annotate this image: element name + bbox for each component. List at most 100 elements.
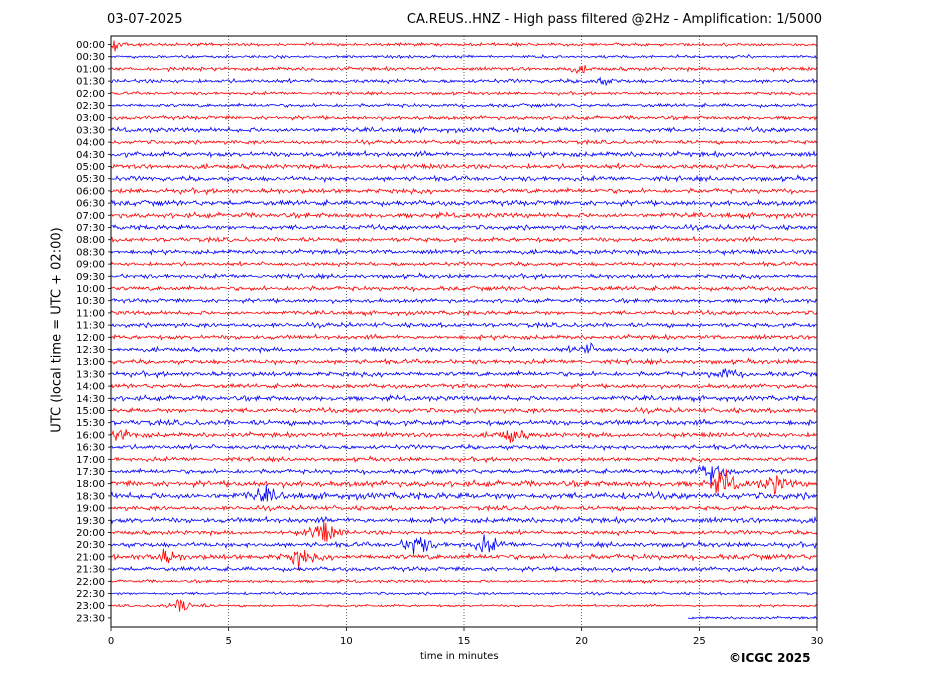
x-axis-label: time in minutes — [420, 651, 499, 662]
y-tick-label: 14:30 — [76, 394, 105, 405]
y-tick-label: 05:00 — [76, 162, 105, 173]
y-tick-label: 23:30 — [76, 613, 105, 624]
y-tick-label: 17:00 — [76, 455, 105, 466]
trace-0000 — [110, 40, 818, 52]
trace-1730 — [110, 464, 818, 485]
grid-lines — [228, 36, 700, 627]
y-tick-label: 10:00 — [76, 284, 105, 295]
y-tick-label: 10:30 — [76, 296, 105, 307]
trace-1700 — [110, 455, 818, 464]
trace-0130 — [110, 76, 818, 86]
y-tick-label: 07:30 — [76, 223, 105, 234]
y-tick-label: 09:00 — [76, 260, 105, 271]
trace-2100 — [110, 548, 818, 571]
trace-0730 — [110, 223, 818, 232]
trace-2300 — [110, 599, 818, 612]
trace-2030 — [110, 534, 818, 555]
y-tick-label: 02:00 — [76, 89, 105, 100]
trace-1530 — [110, 417, 818, 427]
trace-1330 — [110, 368, 818, 379]
y-tick-label: 06:30 — [76, 199, 105, 210]
y-tick-label: 13:30 — [76, 369, 105, 380]
y-tick-label: 05:30 — [76, 174, 105, 185]
y-tick-label: 18:30 — [76, 491, 105, 502]
y-tick-label: 09:30 — [76, 272, 105, 283]
trace-2230 — [110, 591, 818, 596]
x-tick-label: 15 — [458, 636, 471, 647]
trace-0700 — [110, 211, 818, 220]
y-tick-label: 15:30 — [76, 418, 105, 429]
trace-1930 — [110, 515, 818, 525]
trace-1800 — [110, 469, 818, 495]
y-axis-label: UTC (local time = UTC + 02:00) — [49, 227, 65, 433]
trace-2330 — [687, 615, 818, 620]
date-label: 03-07-2025 — [107, 12, 183, 27]
y-tick-label: 00:30 — [76, 52, 105, 63]
trace-1300 — [110, 357, 818, 366]
trace-1100 — [110, 309, 818, 317]
x-tick-label: 5 — [225, 636, 231, 647]
y-tick-label: 11:30 — [76, 321, 105, 332]
y-tick-label: 02:30 — [76, 101, 105, 112]
trace-0630 — [110, 198, 818, 208]
trace-0800 — [110, 235, 818, 244]
trace-0330 — [110, 125, 818, 135]
y-tick-label: 00:00 — [76, 40, 105, 51]
y-tick-label: 16:00 — [76, 430, 105, 441]
y-tick-label: 08:30 — [76, 247, 105, 258]
trace-1200 — [110, 333, 818, 342]
trace-0030 — [110, 53, 818, 60]
y-tick-label: 01:30 — [76, 77, 105, 88]
trace-0830 — [110, 248, 818, 257]
plot-frame — [110, 35, 818, 628]
trace-1600 — [110, 429, 818, 443]
y-tick-label: 13:00 — [76, 357, 105, 368]
x-tick-label: 10 — [340, 636, 353, 647]
y-tick-label: 19:00 — [76, 504, 105, 515]
trace-0300 — [110, 114, 818, 122]
y-tick-label: 03:30 — [76, 125, 105, 136]
trace-1400 — [110, 382, 818, 391]
y-tick-label: 20:30 — [76, 540, 105, 551]
y-tick-label: 06:00 — [76, 186, 105, 197]
trace-1030 — [110, 297, 818, 305]
y-tick-label: 14:00 — [76, 382, 105, 393]
trace-0100 — [110, 65, 818, 75]
y-tick-label: 18:00 — [76, 479, 105, 490]
y-tick-label: 07:00 — [76, 211, 105, 222]
y-tick-label: 23:00 — [76, 601, 105, 612]
trace-1430 — [110, 394, 818, 403]
trace-0500 — [110, 162, 818, 172]
y-tick-label: 03:00 — [76, 113, 105, 124]
y-tick-label: 12:30 — [76, 345, 105, 356]
trace-0900 — [110, 260, 818, 268]
x-tick-label: 0 — [108, 636, 114, 647]
trace-1830 — [110, 484, 818, 502]
y-tick-label: 21:00 — [76, 552, 105, 563]
trace-0430 — [110, 149, 818, 159]
y-tick-label: 20:00 — [76, 528, 105, 539]
trace-1000 — [110, 284, 818, 293]
y-tick-label: 15:00 — [76, 406, 105, 417]
trace-2200 — [110, 578, 818, 585]
trace-0530 — [110, 174, 818, 184]
trace-0930 — [110, 272, 818, 281]
y-tick-label: 12:00 — [76, 333, 105, 344]
trace-2000 — [110, 520, 818, 542]
y-tick-label: 21:30 — [76, 565, 105, 576]
trace-1630 — [110, 443, 818, 452]
trace-2130 — [110, 565, 818, 574]
y-tick-label: 01:00 — [76, 64, 105, 75]
x-tick-label: 25 — [693, 636, 706, 647]
x-tick-label: 30 — [811, 636, 824, 647]
y-tick-label: 22:00 — [76, 577, 105, 588]
y-tick-label: 16:30 — [76, 443, 105, 454]
y-tick-label: 19:30 — [76, 516, 105, 527]
x-tick-label: 20 — [575, 636, 588, 647]
y-tick-label: 11:00 — [76, 308, 105, 319]
trace-1900 — [110, 504, 818, 513]
chart-title: CA.REUS..HNZ - High pass filtered @2Hz -… — [406, 12, 822, 27]
trace-0600 — [110, 186, 818, 196]
